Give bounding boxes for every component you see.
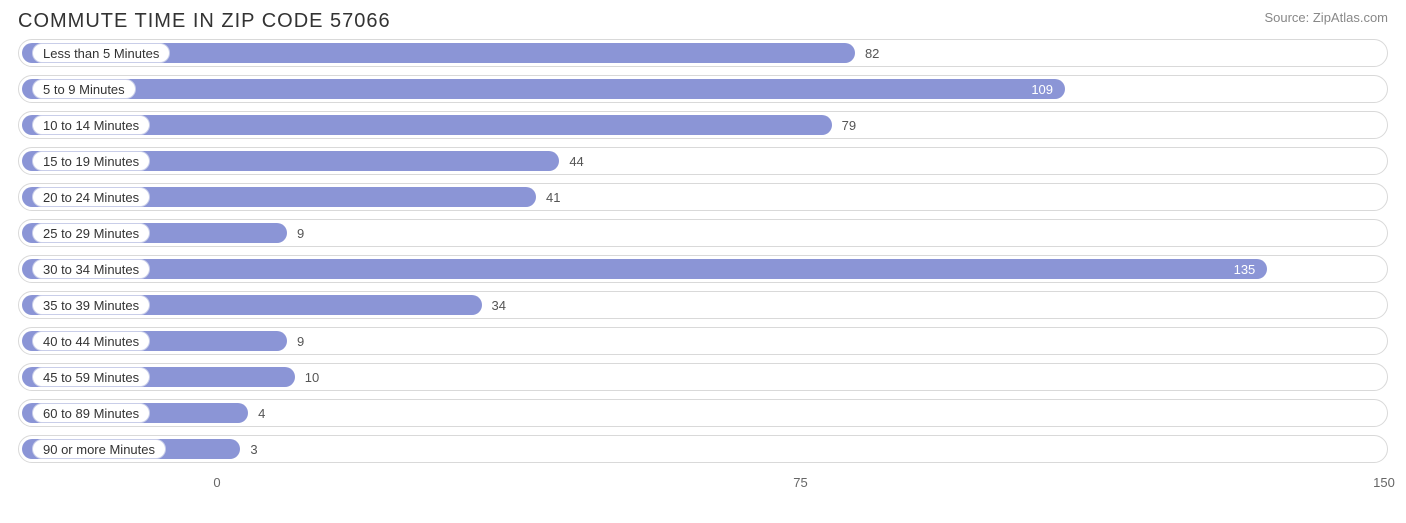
bar-value-label: 4	[258, 399, 265, 427]
bar-category-pill: 35 to 39 Minutes	[32, 295, 150, 315]
bar-row: 25 to 29 Minutes 9	[18, 219, 1388, 247]
bar-row: Less than 5 Minutes 82	[18, 39, 1388, 67]
bar-category-pill: 15 to 19 Minutes	[32, 151, 150, 171]
x-axis-tick-label: 75	[793, 475, 807, 490]
bar-value-label: 9	[297, 327, 304, 355]
bar-category-pill: 60 to 89 Minutes	[32, 403, 150, 423]
bar-value-label: 10	[305, 363, 319, 391]
bar-category-label: 30 to 34 Minutes	[43, 262, 139, 277]
bar-row: 5 to 9 Minutes 109	[18, 75, 1388, 103]
bar-category-label: 15 to 19 Minutes	[43, 154, 139, 169]
bar-value-label: 79	[842, 111, 856, 139]
bar-category-label: 20 to 24 Minutes	[43, 190, 139, 205]
bar-category-pill: 20 to 24 Minutes	[32, 187, 150, 207]
bar-value-label: 3	[250, 435, 257, 463]
bar-row: 45 to 59 Minutes 10	[18, 363, 1388, 391]
bar-fill	[22, 79, 1065, 99]
bar-category-pill: Less than 5 Minutes	[32, 43, 170, 63]
x-axis-tick-label: 150	[1373, 475, 1395, 490]
x-axis: 075150	[18, 471, 1388, 495]
bar-category-label: 35 to 39 Minutes	[43, 298, 139, 313]
bar-category-pill: 10 to 14 Minutes	[32, 115, 150, 135]
bar-category-label: 40 to 44 Minutes	[43, 334, 139, 349]
bar-category-label: 90 or more Minutes	[43, 442, 155, 457]
bar-value-label: 34	[492, 291, 506, 319]
bar-category-label: 5 to 9 Minutes	[43, 82, 125, 97]
bar-category-pill: 30 to 34 Minutes	[32, 259, 150, 279]
bar-value-label: 44	[569, 147, 583, 175]
chart-source: Source: ZipAtlas.com	[1264, 10, 1388, 25]
bar-category-label: 25 to 29 Minutes	[43, 226, 139, 241]
bar-category-pill: 5 to 9 Minutes	[32, 79, 136, 99]
bar-category-pill: 40 to 44 Minutes	[32, 331, 150, 351]
chart-header: COMMUTE TIME IN ZIP CODE 57066 Source: Z…	[0, 0, 1406, 39]
bar-category-label: Less than 5 Minutes	[43, 46, 159, 61]
bar-category-pill: 45 to 59 Minutes	[32, 367, 150, 387]
bar-category-label: 45 to 59 Minutes	[43, 370, 139, 385]
bar-value-label: 135	[1234, 255, 1256, 283]
bar-value-label: 41	[546, 183, 560, 211]
bar-fill	[22, 259, 1267, 279]
bar-category-pill: 90 or more Minutes	[32, 439, 166, 459]
bar-row: 60 to 89 Minutes 4	[18, 399, 1388, 427]
bar-row: 15 to 19 Minutes 44	[18, 147, 1388, 175]
bar-category-label: 60 to 89 Minutes	[43, 406, 139, 421]
bar-row: 20 to 24 Minutes 41	[18, 183, 1388, 211]
bar-category-pill: 25 to 29 Minutes	[32, 223, 150, 243]
bar-row: 30 to 34 Minutes 135	[18, 255, 1388, 283]
chart-area: Less than 5 Minutes825 to 9 Minutes10910…	[18, 39, 1388, 463]
bar-row: 35 to 39 Minutes 34	[18, 291, 1388, 319]
bar-row: 10 to 14 Minutes 79	[18, 111, 1388, 139]
bar-value-label: 109	[1031, 75, 1053, 103]
bar-row: 90 or more Minutes 3	[18, 435, 1388, 463]
bar-row: 40 to 44 Minutes 9	[18, 327, 1388, 355]
bar-value-label: 9	[297, 219, 304, 247]
x-axis-tick-label: 0	[213, 475, 220, 490]
bar-category-label: 10 to 14 Minutes	[43, 118, 139, 133]
bar-value-label: 82	[865, 39, 879, 67]
chart-title: COMMUTE TIME IN ZIP CODE 57066	[18, 10, 391, 33]
